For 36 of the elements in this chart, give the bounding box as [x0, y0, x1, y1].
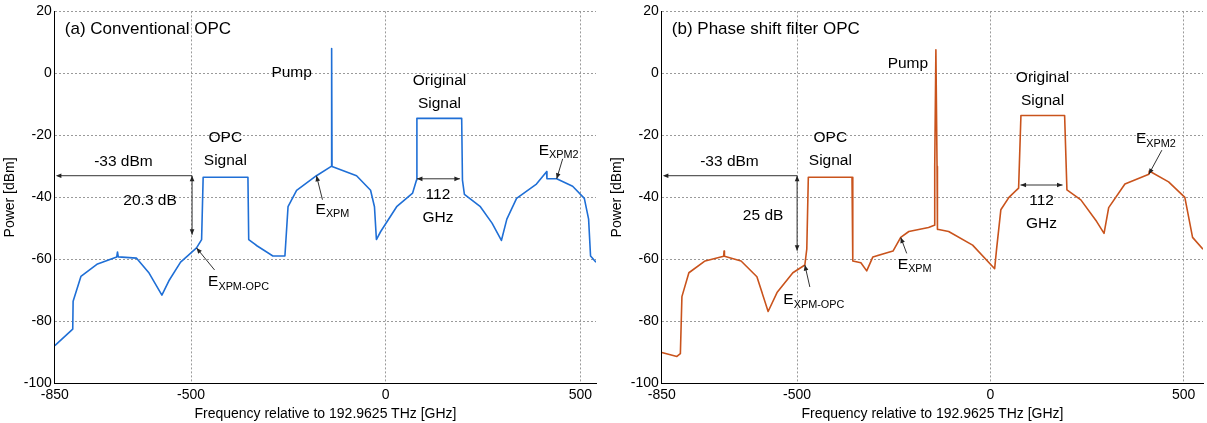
x-tick-label: -500 — [783, 385, 812, 402]
annotation: 112 GHz — [1026, 190, 1058, 231]
annotation: 112 GHz — [422, 184, 454, 225]
y-tick-label: -80 — [31, 312, 53, 329]
annotation: OPC Signal — [808, 128, 852, 169]
y-axis-title: Power [dBm] — [1, 157, 18, 238]
annotation: Pump — [887, 54, 929, 72]
y-tick-label: 20 — [643, 2, 660, 19]
annotation: Original Signal — [1015, 68, 1070, 109]
annotation: OPC Signal — [203, 128, 247, 169]
annotation: Original Signal — [412, 71, 467, 112]
annotation: 20.3 dB — [123, 190, 177, 208]
annotation: -33 dBm — [94, 151, 153, 169]
y-axis-title: Power [dBm] — [608, 157, 625, 238]
y-tick-label: -60 — [638, 250, 660, 267]
x-tick-label: 0 — [986, 385, 995, 402]
x-tick-label: 500 — [568, 385, 593, 402]
y-tick-label: -20 — [31, 126, 53, 143]
x-tick-label: 0 — [381, 385, 390, 402]
x-tick-label: 500 — [1171, 385, 1196, 402]
y-tick-label: 0 — [44, 64, 53, 81]
annotation: -33 dBm — [700, 151, 759, 169]
x-axis-title: Frequency relative to 192.9625 THz [GHz] — [801, 405, 1064, 422]
annotation: Pump — [271, 62, 312, 80]
y-tick-label: 20 — [36, 2, 53, 19]
y-tick-label: -20 — [638, 126, 660, 143]
y-tick-label: 0 — [651, 64, 660, 81]
y-tick-label: -80 — [638, 312, 660, 329]
annotation: 25 dB — [742, 205, 784, 223]
y-tick-label: -40 — [638, 188, 660, 205]
text: (b) Phase shift filter OPC — [671, 19, 860, 39]
y-tick-label: -40 — [31, 188, 53, 205]
y-tick-label: -60 — [31, 250, 53, 267]
x-axis-title: Frequency relative to 192.9625 THz [GHz] — [194, 405, 457, 422]
x-tick-label: -500 — [177, 385, 206, 402]
text: (a) Conventional OPC — [64, 19, 232, 39]
